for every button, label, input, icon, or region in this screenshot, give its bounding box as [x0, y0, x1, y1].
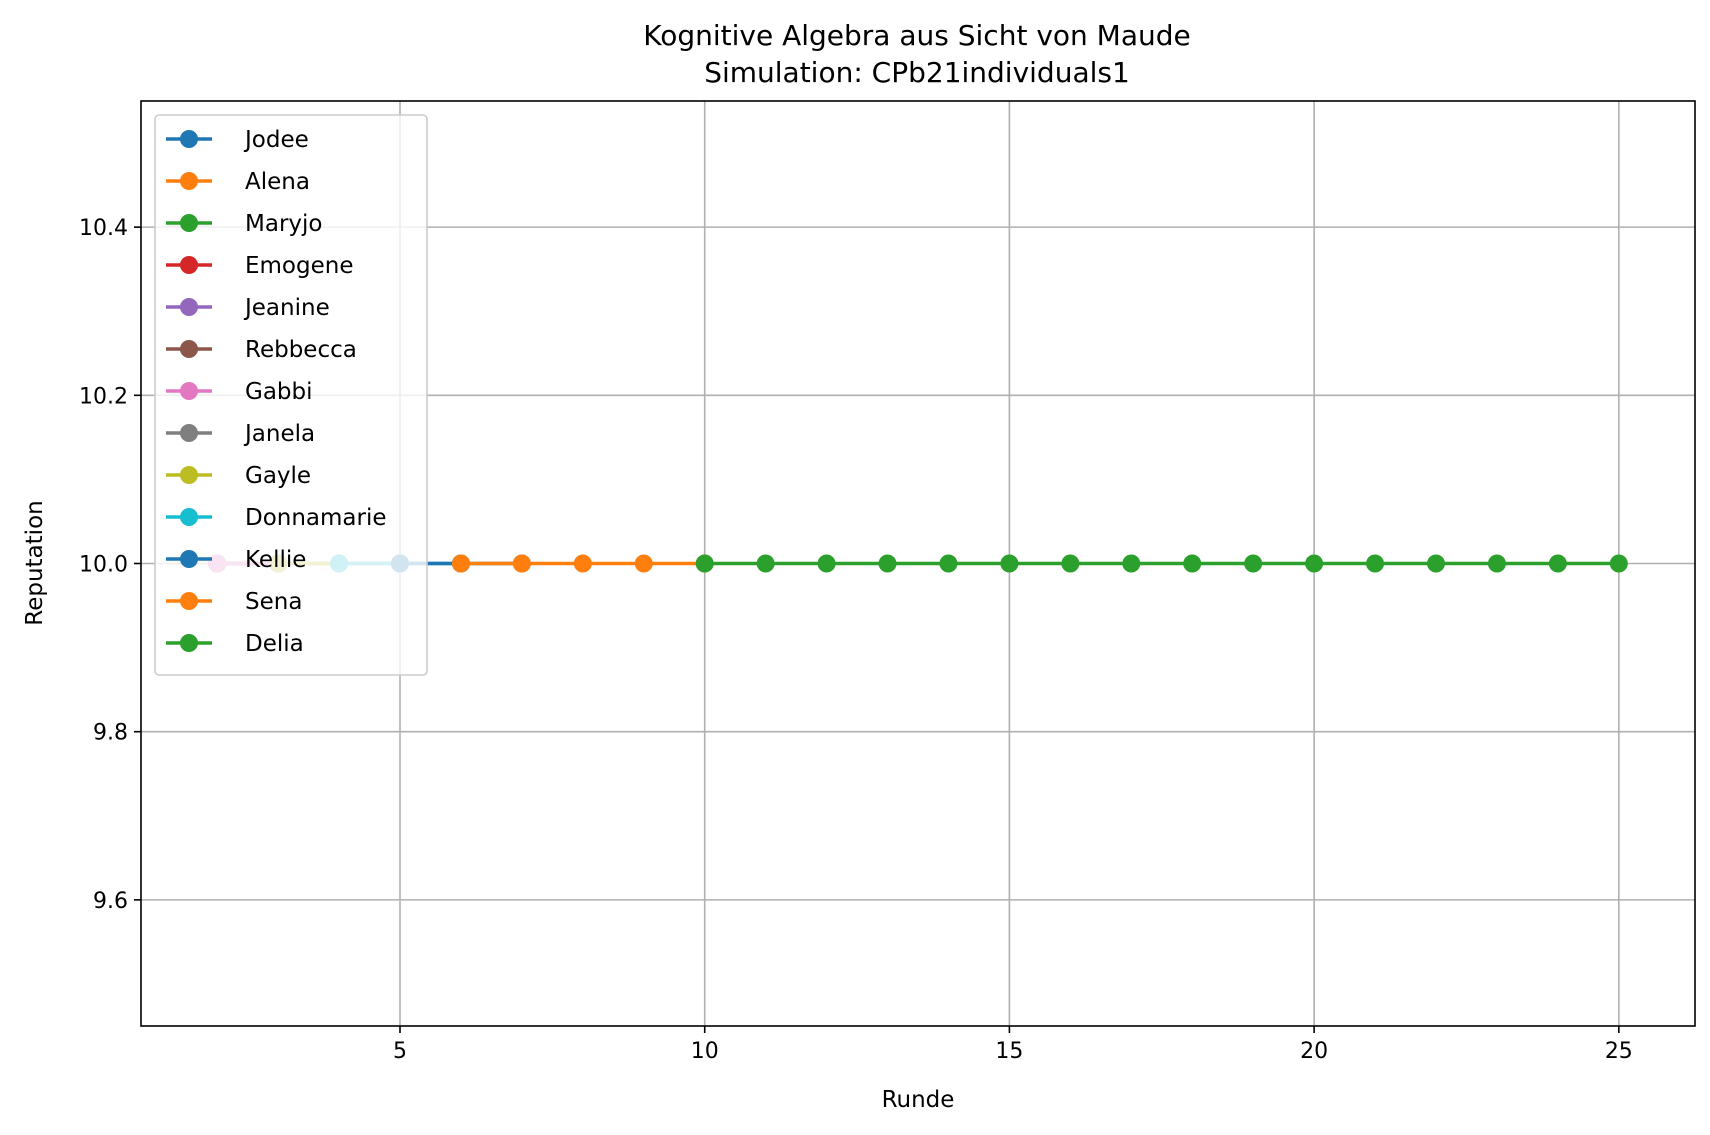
chart-title: Kognitive Algebra aus Sicht von Maude: [643, 19, 1191, 52]
legend-entry: Alena: [166, 169, 310, 195]
chart-subtitle: Simulation: CPb21individuals1: [704, 56, 1130, 89]
x-tick-label: 25: [1605, 1039, 1633, 1064]
legend-marker: [180, 172, 198, 190]
legend-label: Rebbecca: [245, 337, 357, 363]
x-tick-label: 20: [1300, 1039, 1328, 1064]
x-tick-label: 5: [393, 1039, 407, 1064]
legend-marker: [180, 592, 198, 610]
data-point: [1061, 554, 1080, 573]
legend-marker: [180, 214, 198, 232]
legend-entry: Jodee: [166, 127, 309, 153]
legend-label: Donnamarie: [245, 505, 387, 531]
data-point: [1305, 554, 1324, 573]
legend-label: Janela: [243, 421, 315, 447]
legend-marker: [180, 298, 198, 316]
data-point: [756, 554, 775, 573]
data-point: [1609, 554, 1628, 573]
x-tick-label: 15: [995, 1039, 1023, 1064]
legend-entry: Emogene: [166, 253, 354, 279]
legend-marker: [180, 130, 198, 148]
legend-entry: Jeanine: [166, 295, 330, 321]
data-point: [634, 554, 653, 573]
legend-label: Jeanine: [243, 295, 330, 321]
legend-marker: [180, 508, 198, 526]
series-sena: [451, 554, 714, 573]
data-point: [512, 554, 531, 573]
legend-label: Gabbi: [245, 379, 313, 405]
legend-entry: Gayle: [166, 463, 311, 489]
legend-label: Delia: [245, 631, 304, 657]
x-axis-label: Runde: [882, 1087, 955, 1113]
data-point: [1548, 554, 1567, 573]
data-point: [1000, 554, 1019, 573]
legend-marker: [180, 382, 198, 400]
y-tick-label: 10.4: [79, 216, 128, 241]
legend-label: Gayle: [245, 463, 311, 489]
data-point: [695, 554, 714, 573]
data-point: [817, 554, 836, 573]
legend-marker: [180, 634, 198, 652]
legend-entry: Kellie: [166, 547, 306, 573]
legend-entry: Rebbecca: [166, 337, 357, 363]
legend-label: Emogene: [245, 253, 354, 279]
legend-marker: [180, 340, 198, 358]
y-tick-label: 10.0: [79, 553, 128, 578]
data-point: [451, 554, 470, 573]
data-point: [1366, 554, 1385, 573]
x-tick-label: 10: [691, 1039, 719, 1064]
data-point: [1427, 554, 1445, 573]
series-delia: [695, 554, 1628, 573]
legend-marker: [180, 466, 198, 484]
legend-entry: Maryjo: [166, 211, 322, 237]
legend-box: [154, 114, 428, 676]
legend-entry: Delia: [166, 631, 304, 657]
legend-label: Jodee: [243, 127, 309, 153]
data-point: [1122, 554, 1141, 573]
data-point: [1183, 554, 1202, 573]
legend-marker: [180, 424, 198, 442]
legend-entry: Sena: [166, 589, 302, 615]
y-tick-label: 10.2: [79, 384, 128, 409]
legend-label: Alena: [245, 169, 310, 195]
y-tick-label: 9.8: [93, 721, 128, 746]
legend-marker: [180, 550, 198, 568]
axis-ticks: 5 10 15 20 25 9.6 9.8 10.0 10.2 10.4: [79, 216, 1633, 1064]
data-point: [939, 554, 958, 573]
legend-entry: Gabbi: [166, 379, 313, 405]
y-tick-label: 9.6: [93, 889, 128, 914]
legend-label: Sena: [245, 589, 302, 615]
legend-entry: Donnamarie: [166, 505, 387, 531]
legend-entry: Janela: [166, 421, 315, 447]
y-axis-label: Reputation: [22, 500, 48, 625]
data-point: [1244, 554, 1263, 573]
legend-marker: [180, 256, 198, 274]
data-point: [1487, 554, 1506, 573]
data-point: [573, 554, 592, 573]
legend-label: Kellie: [245, 547, 306, 573]
legend: Jodee Alena Maryjo Emogene Jeanine Rebbecca Ga…: [154, 114, 428, 676]
data-point: [878, 554, 897, 573]
legend-label: Maryjo: [245, 211, 322, 237]
